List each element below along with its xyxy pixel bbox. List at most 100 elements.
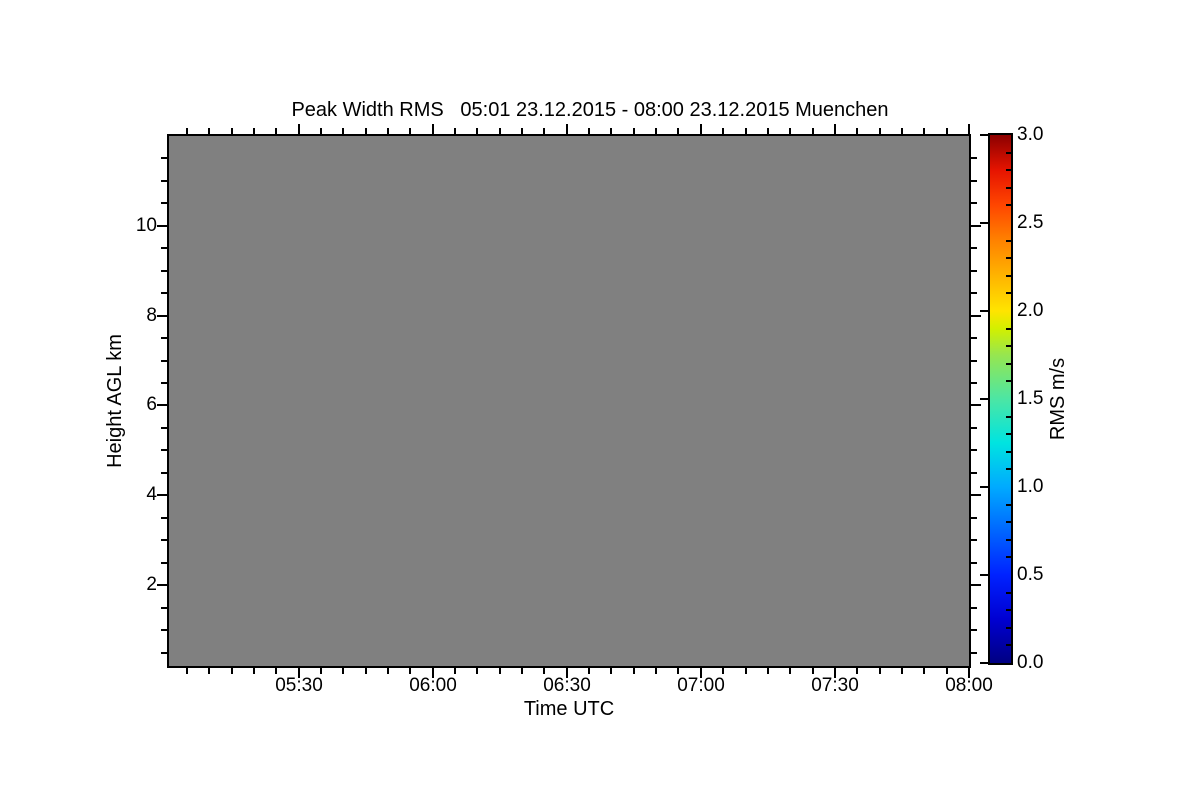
colorbar-minor-tick [1006,644,1011,646]
x-minor-tick [231,668,233,674]
colorbar-minor-tick [1006,328,1011,330]
x-major-tick [432,668,434,678]
x-minor-tick [365,668,367,674]
y-minor-tick [161,652,167,654]
x-minor-tick [677,128,679,134]
y-minor-tick [161,180,167,182]
colorbar-minor-tick [1006,292,1011,294]
y-minor-tick [971,247,977,249]
x-minor-tick [186,668,188,674]
x-minor-tick [722,668,724,674]
colorbar-tick-label: 0.0 [1017,652,1044,673]
y-minor-tick [161,449,167,451]
y-major-tick [971,494,981,496]
x-minor-tick [923,668,925,674]
colorbar-minor-tick [1006,152,1011,154]
y-minor-tick [161,607,167,609]
chart-title: Peak Width RMS 05:01 23.12.2015 - 08:00 … [291,99,889,121]
colorbar-minor-tick [1006,187,1011,189]
x-minor-tick [588,668,590,674]
y-minor-tick [971,472,977,474]
x-minor-tick [856,128,858,134]
x-minor-tick [275,128,277,134]
x-minor-tick [923,128,925,134]
x-minor-tick [521,128,523,134]
x-minor-tick [610,128,612,134]
x-major-tick [700,668,702,678]
colorbar-tick-label: 1.5 [1017,388,1044,409]
y-minor-tick [971,157,977,159]
y-minor-tick [161,472,167,474]
colorbar-major-tick [980,662,988,664]
x-minor-tick [365,128,367,134]
y-minor-tick [971,180,977,182]
x-minor-tick [767,668,769,674]
x-minor-tick [610,668,612,674]
y-tick-label: 10 [135,215,157,236]
colorbar-major-tick [980,398,988,400]
x-tick-label: 08:00 [945,675,993,696]
x-minor-tick [812,128,814,134]
y-minor-tick [971,607,977,609]
colorbar-tick-label: 2.0 [1017,300,1044,321]
x-minor-tick [231,128,233,134]
colorbar-minor-tick [1006,169,1011,171]
x-minor-tick [387,668,389,674]
x-major-tick [968,668,970,678]
x-major-tick [968,124,970,134]
colorbar-minor-tick [1006,451,1011,453]
y-tick-label: 4 [146,484,157,505]
y-minor-tick [971,382,977,384]
y-major-tick [971,404,981,406]
x-minor-tick [499,128,501,134]
x-tick-label: 06:30 [543,675,591,696]
x-minor-tick [543,668,545,674]
colorbar-minor-tick [1006,468,1011,470]
x-minor-tick [856,668,858,674]
x-major-tick [432,124,434,134]
x-minor-tick [767,128,769,134]
x-minor-tick [320,668,322,674]
y-minor-tick [971,292,977,294]
colorbar-minor-tick [1006,609,1011,611]
x-minor-tick [901,668,903,674]
x-minor-tick [812,668,814,674]
colorbar-minor-tick [1006,204,1011,206]
y-minor-tick [161,629,167,631]
x-minor-tick [253,128,255,134]
y-minor-tick [971,427,977,429]
x-major-tick [298,668,300,678]
colorbar-minor-tick [1006,539,1011,541]
y-major-tick [157,225,167,227]
x-minor-tick [722,128,724,134]
y-minor-tick [971,562,977,564]
colorbar-minor-tick [1006,592,1011,594]
y-minor-tick [161,539,167,541]
y-minor-tick [161,157,167,159]
y-minor-tick [971,449,977,451]
y-minor-tick [161,337,167,339]
x-minor-tick [521,668,523,674]
x-tick-label: 07:00 [677,675,725,696]
colorbar-minor-tick [1006,521,1011,523]
x-minor-tick [409,668,411,674]
x-minor-tick [387,128,389,134]
x-minor-tick [901,128,903,134]
colorbar-major-tick [980,574,988,576]
colorbar-major-tick [980,134,988,136]
x-minor-tick [745,668,747,674]
x-major-tick [834,124,836,134]
x-minor-tick [633,668,635,674]
x-minor-tick [946,668,948,674]
y-minor-tick [971,652,977,654]
x-major-tick [298,124,300,134]
x-minor-tick [253,668,255,674]
y-minor-tick [971,539,977,541]
x-minor-tick [879,668,881,674]
colorbar-minor-tick [1006,504,1011,506]
x-minor-tick [745,128,747,134]
y-tick-label: 6 [146,394,157,415]
x-minor-tick [320,128,322,134]
x-minor-tick [342,128,344,134]
x-minor-tick [588,128,590,134]
